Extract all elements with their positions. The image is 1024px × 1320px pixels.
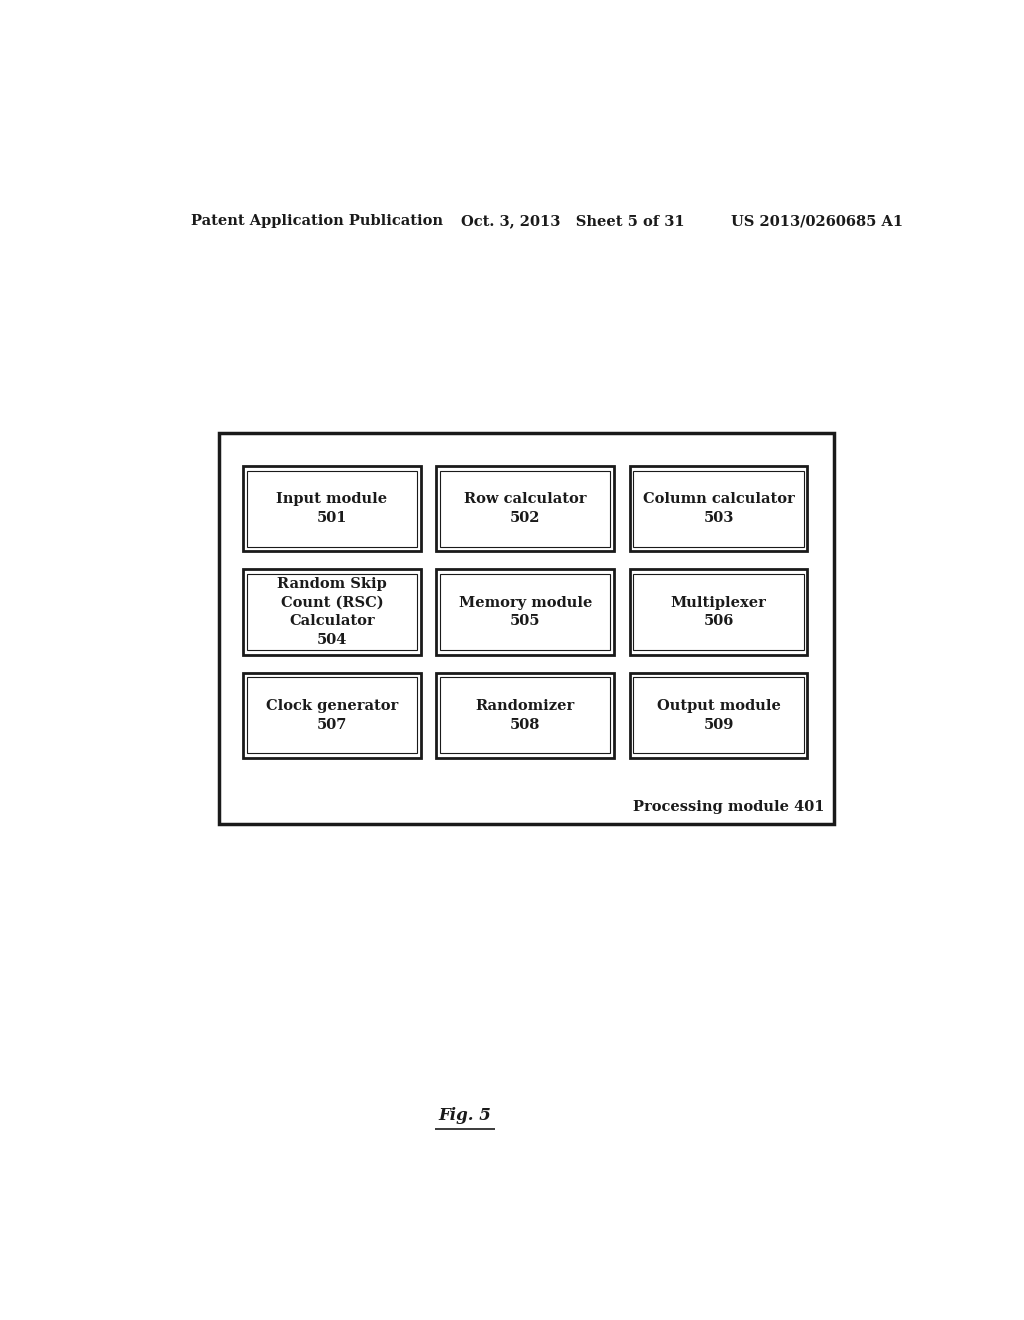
Bar [440, 471, 610, 546]
Bar [436, 569, 614, 655]
Text: US 2013/0260685 A1: US 2013/0260685 A1 [731, 214, 903, 228]
Bar [247, 471, 417, 546]
Bar [630, 569, 807, 655]
Bar [436, 673, 614, 758]
Text: Random Skip
Count (RSC)
Calculator
504: Random Skip Count (RSC) Calculator 504 [276, 577, 387, 647]
Bar [634, 471, 804, 546]
Text: Multiplexer
506: Multiplexer 506 [671, 595, 767, 628]
Bar [630, 673, 807, 758]
Text: Row calculator
502: Row calculator 502 [464, 492, 587, 525]
Text: Patent Application Publication: Patent Application Publication [191, 214, 443, 228]
Bar [243, 673, 421, 758]
Bar [219, 433, 835, 824]
Bar [243, 466, 421, 552]
Bar [247, 574, 417, 649]
Text: Output module
509: Output module 509 [656, 700, 780, 731]
Bar [634, 574, 804, 649]
Text: Column calculator
503: Column calculator 503 [643, 492, 795, 525]
Bar [247, 677, 417, 754]
Text: Oct. 3, 2013   Sheet 5 of 31: Oct. 3, 2013 Sheet 5 of 31 [461, 214, 685, 228]
Bar [436, 466, 614, 552]
Text: Fig. 5: Fig. 5 [439, 1107, 492, 1125]
Bar [630, 466, 807, 552]
Bar [440, 677, 610, 754]
Text: Input module
501: Input module 501 [276, 492, 387, 525]
Bar [243, 569, 421, 655]
Text: Processing module 401: Processing module 401 [633, 800, 824, 814]
Text: Memory module
505: Memory module 505 [459, 595, 592, 628]
Text: Clock generator
507: Clock generator 507 [265, 700, 398, 731]
Bar [634, 677, 804, 754]
Text: Randomizer
508: Randomizer 508 [475, 700, 574, 731]
Bar [440, 574, 610, 649]
